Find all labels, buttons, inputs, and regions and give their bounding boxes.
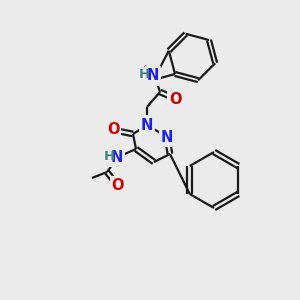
Text: N: N: [147, 68, 159, 83]
Text: H: H: [103, 149, 115, 163]
Text: N: N: [161, 130, 173, 145]
Text: O: O: [169, 92, 181, 106]
Text: O: O: [107, 122, 119, 137]
Text: O: O: [112, 178, 124, 194]
Text: N: N: [111, 149, 123, 164]
Text: H: H: [138, 68, 150, 82]
Text: N: N: [141, 118, 153, 133]
